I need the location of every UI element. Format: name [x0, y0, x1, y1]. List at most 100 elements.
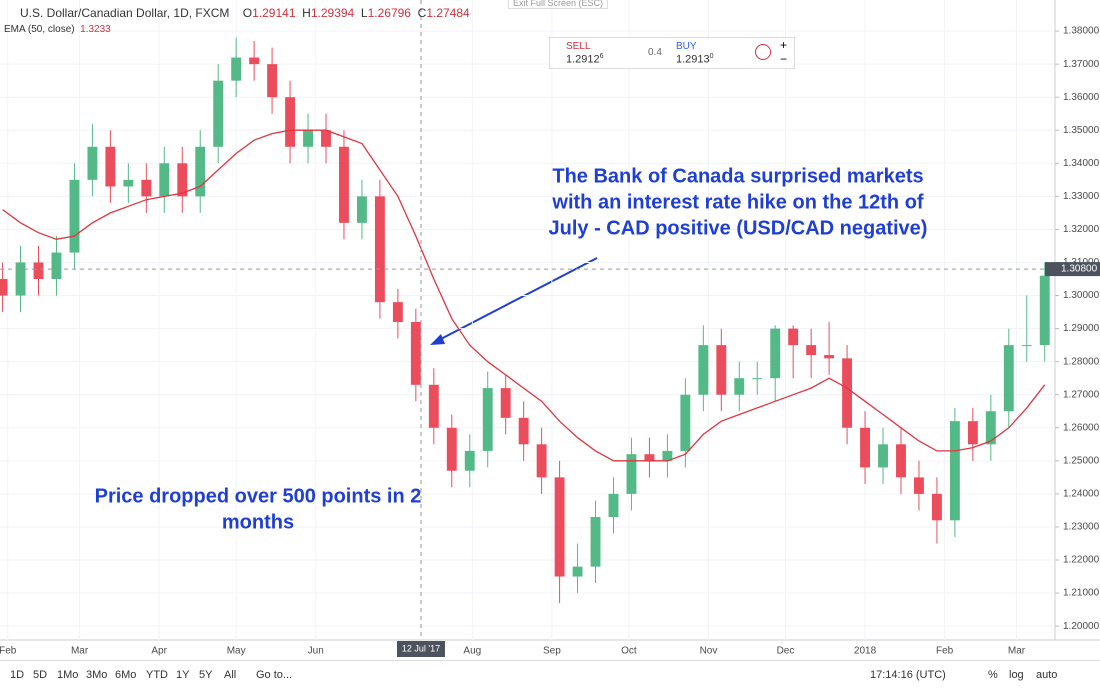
candle-body: [213, 80, 224, 147]
candle-body: [1021, 345, 1032, 347]
candle-body: [914, 477, 924, 494]
candle-body: [1003, 345, 1014, 412]
candle-body: [410, 321, 421, 385]
candle-body: [123, 179, 134, 187]
log-toggle[interactable]: log: [1009, 669, 1024, 681]
y-tick-label: 1.22000: [1063, 555, 1100, 566]
candle-body: [896, 444, 906, 478]
y-tick-label: 1.20000: [1063, 621, 1100, 632]
y-tick-label: 1.25000: [1063, 455, 1100, 466]
x-tick-label: 2018: [854, 646, 877, 657]
o-label: O: [242, 6, 253, 20]
y-tick-label: 1.27000: [1063, 389, 1100, 400]
candle-body: [698, 345, 709, 395]
c-value: 1.27484: [426, 6, 470, 20]
arrow: [436, 257, 598, 342]
y-tick-label: 1.21000: [1063, 588, 1100, 599]
range-button[interactable]: 1Mo: [57, 669, 79, 681]
candle-body: [15, 262, 26, 296]
candle-body: [51, 252, 62, 280]
candle-body: [985, 411, 996, 445]
crosshair-y-box: [1045, 262, 1100, 277]
buy-label[interactable]: BUY: [676, 41, 697, 52]
sell-price: 1.2912: [566, 53, 600, 66]
candle-body: [141, 179, 152, 197]
candle-body: [159, 163, 170, 197]
candle-body: [482, 388, 493, 451]
y-tick-label: 1.24000: [1063, 489, 1100, 500]
range-button[interactable]: 6Mo: [115, 669, 137, 681]
x-tick-label: Feb: [0, 646, 17, 657]
minus[interactable]: −: [780, 52, 788, 66]
bottom-toolbar: 1D 5D 1Mo 3Mo 6Mo YTD 1Y 5Y All Go to... 17:14:16 …: [0, 660, 1100, 688]
sell-label[interactable]: SELL: [566, 41, 591, 52]
sell-pip: 6: [599, 53, 604, 60]
info-icon[interactable]: [755, 44, 771, 60]
candle-body: [446, 427, 457, 471]
crosshair-x-label: 12 Jul '17: [402, 643, 440, 653]
candle-body: [518, 417, 529, 445]
annotation: Price dropped over 500 points in 2: [95, 485, 422, 507]
x-tick-label: Apr: [151, 646, 167, 657]
annotation: The Bank of Canada surprised markets: [552, 165, 923, 187]
x-tick-label: Oct: [621, 646, 637, 657]
indicator-row: EMA (50, close) 1.3233: [4, 24, 111, 35]
y-tick-label: 1.26000: [1063, 422, 1100, 433]
y-tick-label: 1.29000: [1063, 323, 1100, 334]
y-tick-label: 1.33000: [1063, 191, 1100, 202]
x-tick-label: May: [227, 646, 246, 657]
chart: 1.20000 1.21000 1.22000 1.23000 1.24000 1.250…: [0, 0, 1100, 657]
range-button[interactable]: 5D: [33, 669, 48, 681]
candle-body: [824, 355, 835, 359]
candle-body: [572, 566, 583, 577]
x-tick-label: Jun: [308, 646, 324, 657]
y-tick-label: 1.37000: [1063, 59, 1100, 70]
indicator[interactable]: EMA (50, close): [4, 24, 75, 35]
candle-body: [303, 130, 313, 147]
spread: 0.4: [648, 47, 662, 58]
y-tick-label: 1.35000: [1063, 125, 1100, 136]
trade-panel: SELL 1.29126 0.4 BUY 1.29130 + −: [549, 37, 795, 69]
candle-body: [536, 444, 547, 478]
x-tick-label: Mar: [1008, 646, 1026, 657]
y-tick-label: 1.23000: [1063, 522, 1100, 533]
y-tick-label: 1.36000: [1063, 92, 1100, 103]
y-tick-label: 1.30000: [1063, 290, 1100, 301]
symbol-row: U.S. Dollar/Canadian Dollar, 1D, FXCM O1…: [20, 6, 470, 20]
candle-body: [644, 454, 655, 461]
y-tick-label: 1.28000: [1063, 356, 1100, 367]
candle-body: [931, 493, 942, 521]
h-value: 1.29394: [310, 6, 355, 20]
range-button[interactable]: 1Y: [176, 669, 190, 681]
ema-line: [2, 129, 1046, 462]
candle-body: [842, 358, 853, 428]
plus[interactable]: +: [780, 38, 788, 52]
range-button[interactable]: 5Y: [199, 669, 213, 681]
range-button[interactable]: 3Mo: [86, 669, 108, 681]
auto-toggle[interactable]: auto: [1036, 669, 1058, 681]
range-button[interactable]: All: [224, 669, 237, 681]
candle-body: [231, 57, 242, 81]
candle-body: [806, 345, 817, 356]
x-tick-label: Sep: [543, 646, 561, 657]
range-button[interactable]: YTD: [146, 669, 168, 681]
candle-body: [105, 146, 116, 187]
candle-body: [662, 450, 673, 461]
x-tick-label: Aug: [463, 646, 481, 657]
crosshair-x-box: [396, 641, 445, 657]
candle-body: [69, 179, 80, 253]
range-button[interactable]: 1D: [10, 669, 25, 681]
candle-body: [1039, 275, 1050, 346]
percent-toggle[interactable]: %: [988, 669, 998, 681]
annotation: July - CAD positive (USD/CAD negative): [549, 217, 928, 239]
candle-body: [267, 64, 278, 98]
c-label: C: [417, 6, 427, 20]
candle-body: [590, 517, 601, 567]
goto-button[interactable]: Go to...: [256, 669, 293, 681]
x-tick-label: Mar: [71, 646, 89, 657]
candle-body: [608, 493, 619, 518]
y-tick-label: 1.38000: [1063, 26, 1100, 37]
exit-fullscreen[interactable]: Exit Full Screen (ESC): [508, 0, 609, 9]
candle-body: [770, 328, 781, 379]
